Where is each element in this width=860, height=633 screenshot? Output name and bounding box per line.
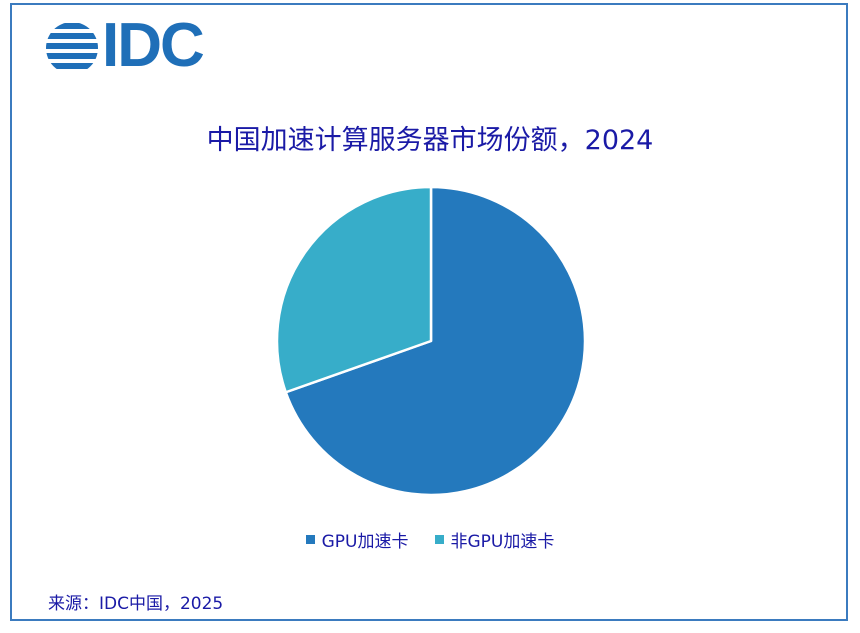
- legend-label-non-gpu: 非GPU加速卡: [450, 532, 555, 552]
- globe-icon: [46, 23, 98, 69]
- legend-swatch-non-gpu: [434, 535, 444, 544]
- legend-swatch-gpu: [305, 535, 315, 544]
- logo-text: IDC: [102, 11, 205, 80]
- chart-title: 中国加速计算服务器市场份额，2024: [206, 125, 654, 156]
- legend-label-gpu: GPU加速卡: [321, 532, 409, 552]
- source-note: 来源：IDC中国，2025: [48, 594, 224, 614]
- pie-slice-gpu: [284, 185, 587, 497]
- pie-slice-non-gpu: [275, 185, 433, 394]
- legend-item-non-gpu: 非GPU加速卡: [434, 527, 555, 552]
- idc-logo: IDC: [44, 11, 224, 80]
- chart-legend: GPU加速卡 非GPU加速卡: [0, 527, 860, 552]
- legend-item-gpu: GPU加速卡: [305, 527, 409, 552]
